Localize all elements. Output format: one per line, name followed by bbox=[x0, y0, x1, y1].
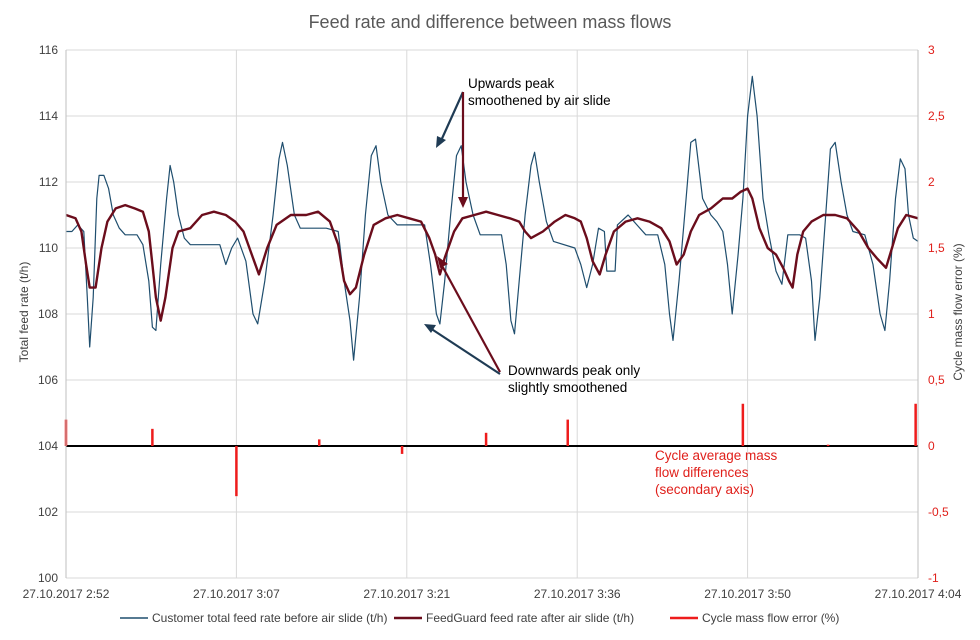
arrow-up-customer bbox=[438, 91, 465, 144]
annotation-up: Upwards peak smoothened by air slide bbox=[468, 76, 611, 108]
gridlines bbox=[65, 49, 919, 579]
legend-item-error: Cycle mass flow error (%) bbox=[670, 611, 839, 625]
y2-tick-label: 3 bbox=[928, 43, 935, 57]
legend-label-error: Cycle mass flow error (%) bbox=[702, 611, 839, 625]
y2-tick-label: 2,5 bbox=[928, 109, 945, 123]
series-layer bbox=[64, 50, 919, 578]
arrowhead-down-customer bbox=[424, 324, 436, 333]
x-tick-label: 27.10.2017 4:04 bbox=[875, 587, 962, 601]
annotation-up-line2: smoothened by air slide bbox=[468, 93, 611, 108]
annotation-down-line1: Downwards peak only bbox=[508, 363, 640, 378]
annotation-cycle-line1: Cycle average mass bbox=[655, 448, 778, 463]
y2-tick-label: 1 bbox=[928, 307, 935, 321]
legend-item-customer: Customer total feed rate before air slid… bbox=[120, 611, 387, 625]
y2-axis-title: Cycle mass flow error (%) bbox=[951, 243, 965, 380]
y-axis-ticks: 100 102 104 106 108 110 112 114 116 bbox=[38, 43, 58, 585]
y-tick-label: 108 bbox=[38, 307, 58, 321]
annotation-down: Downwards peak only slightly smoothened bbox=[508, 363, 640, 395]
y2-tick-label: -0,5 bbox=[928, 505, 949, 519]
x-tick-label: 27.10.2017 3:21 bbox=[363, 587, 450, 601]
annotation-arrows bbox=[424, 91, 501, 375]
arrow-down-feedguard bbox=[439, 261, 501, 373]
y-tick-label: 110 bbox=[39, 241, 58, 255]
arrowhead-up-customer bbox=[436, 136, 446, 148]
y-tick-label: 104 bbox=[38, 439, 58, 453]
legend-item-feedguard: FeedGuard feed rate after air slide (t/h… bbox=[394, 611, 634, 625]
series-line-customer bbox=[66, 75, 919, 361]
annotation-cycle-line3: (secondary axis) bbox=[655, 482, 754, 497]
y-tick-label: 112 bbox=[39, 175, 58, 189]
chart-title: Feed rate and difference between mass fl… bbox=[309, 12, 672, 32]
x-tick-label: 27.10.2017 3:36 bbox=[534, 587, 621, 601]
annotation-down-line2: slightly smoothened bbox=[508, 380, 627, 395]
y2-tick-label: 1,5 bbox=[928, 241, 945, 255]
annotation-cycle-line2: flow differences bbox=[655, 465, 749, 480]
annotation-up-line1: Upwards peak bbox=[468, 76, 555, 91]
y2-axis-ticks: -1 -0,5 0 0,5 1 1,5 2 2,5 3 bbox=[928, 43, 949, 585]
y-tick-label: 114 bbox=[39, 109, 58, 123]
y-tick-label: 116 bbox=[39, 43, 58, 57]
y2-tick-label: 0 bbox=[928, 439, 935, 453]
y2-tick-label: 0,5 bbox=[928, 373, 945, 387]
x-tick-label: 27.10.2017 3:07 bbox=[193, 587, 280, 601]
legend: Customer total feed rate before air slid… bbox=[120, 611, 839, 625]
y2-tick-label: -1 bbox=[928, 571, 939, 585]
x-tick-label: 27.10.2017 2:52 bbox=[23, 587, 110, 601]
annotation-cycle: Cycle average mass flow differences (sec… bbox=[655, 448, 778, 497]
arrowhead-up-feedguard bbox=[458, 197, 468, 208]
y-tick-label: 102 bbox=[38, 505, 58, 519]
series-line-feedguard bbox=[65, 187, 919, 322]
legend-label-customer: Customer total feed rate before air slid… bbox=[152, 611, 387, 625]
legend-label-feedguard: FeedGuard feed rate after air slide (t/h… bbox=[426, 611, 634, 625]
arrowhead-down-feedguard bbox=[437, 256, 448, 268]
y2-tick-label: 2 bbox=[928, 175, 935, 189]
y-tick-label: 100 bbox=[38, 571, 58, 585]
x-tick-label: 27.10.2017 3:50 bbox=[704, 587, 791, 601]
y-tick-label: 106 bbox=[38, 373, 58, 387]
x-axis-ticks: 27.10.2017 2:52 27.10.2017 3:07 27.10.2017… bbox=[23, 587, 962, 601]
arrow-down-customer bbox=[429, 327, 501, 375]
y-axis-title: Total feed rate (t/h) bbox=[17, 262, 31, 363]
